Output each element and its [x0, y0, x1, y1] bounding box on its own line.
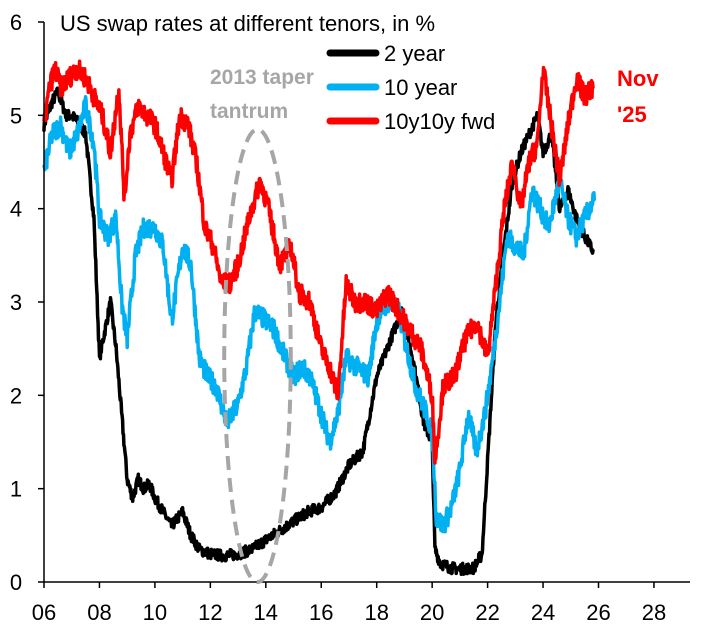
- x-tick-label: 06: [32, 600, 56, 625]
- taper-tantrum-label-line2: tantrum: [210, 100, 288, 123]
- y-tick-label: 3: [10, 290, 22, 315]
- legend-label-2-year: 2 year: [384, 41, 445, 66]
- series-layer: [42, 59, 597, 577]
- series-line-10-year: [42, 94, 597, 534]
- nov25-label-line2: '25: [617, 102, 647, 127]
- x-tick-label: 08: [87, 600, 111, 625]
- x-tick-label: 14: [254, 600, 278, 625]
- y-tick-label: 0: [10, 570, 22, 595]
- y-tick-label: 1: [10, 477, 22, 502]
- x-tick-label: 16: [309, 600, 333, 625]
- y-tick-label: 5: [10, 103, 22, 128]
- x-tick-label: 28: [642, 600, 666, 625]
- y-tick-label: 6: [10, 10, 22, 35]
- taper-tantrum-ellipse: [222, 127, 293, 584]
- x-tick-label: 12: [198, 600, 222, 625]
- y-tick-label: 2: [10, 383, 22, 408]
- x-tick-label: 22: [475, 600, 499, 625]
- y-tick-label: 4: [10, 197, 22, 222]
- chart-title: US swap rates at different tenors, in %: [60, 11, 435, 36]
- x-tick-label: 26: [586, 600, 610, 625]
- annotation-layer: 2013 taper tantrum Nov '25: [210, 66, 659, 584]
- legend: 2 year 10 year 10y10y fwd: [326, 41, 495, 134]
- series-line-2-year: [42, 86, 595, 577]
- x-tick-label: 20: [420, 600, 444, 625]
- legend-label-10-year: 10 year: [384, 75, 457, 100]
- taper-tantrum-label-line1: 2013 taper: [210, 66, 314, 89]
- legend-label-10y10y-fwd: 10y10y fwd: [384, 109, 495, 134]
- x-tick-label: 24: [531, 600, 555, 625]
- x-tick-label: 10: [143, 600, 167, 625]
- x-tick-label: 18: [364, 600, 388, 625]
- nov25-label-line1: Nov: [617, 66, 659, 91]
- series-line-10y10y-fwd: [42, 59, 595, 465]
